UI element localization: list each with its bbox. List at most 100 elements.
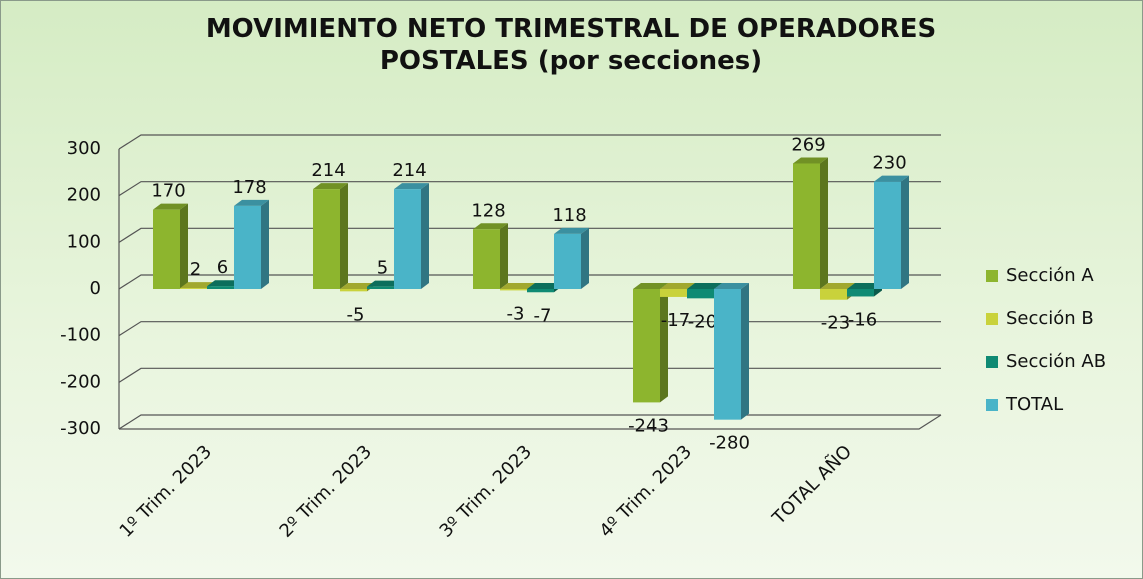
y-tick-label: 100 — [67, 231, 101, 252]
y-tick-label: 300 — [67, 138, 101, 159]
bar — [660, 289, 687, 297]
bar-top — [153, 203, 188, 210]
bar-side — [180, 203, 188, 289]
bar-top — [847, 283, 882, 289]
bar — [340, 289, 367, 292]
x-tick-label: 2º Trim. 2023 — [276, 441, 377, 542]
grid-line — [118, 414, 941, 430]
bar — [633, 289, 660, 403]
bar-top — [207, 280, 242, 287]
bar — [313, 189, 340, 289]
bar-side — [741, 283, 749, 420]
bar-top — [313, 183, 348, 190]
bar — [554, 233, 581, 289]
bar-top — [367, 280, 402, 287]
bar — [793, 163, 820, 289]
bar-side — [261, 199, 269, 289]
bar-top — [340, 283, 375, 289]
grid-line — [118, 321, 941, 337]
bar — [234, 205, 261, 289]
bar-side — [901, 175, 909, 289]
bar-top — [820, 283, 855, 289]
y-tick-label: 0 — [90, 278, 101, 299]
data-label: -280 — [709, 433, 750, 454]
bar-top — [180, 282, 215, 289]
bar-top — [714, 283, 749, 289]
bar-top — [687, 283, 722, 289]
x-tick-label: 3º Trim. 2023 — [436, 441, 537, 542]
bar-top — [394, 183, 429, 190]
data-label: -243 — [628, 415, 669, 436]
bar-top — [633, 283, 668, 289]
bar — [847, 289, 874, 297]
bar-top — [793, 157, 828, 164]
bar-top — [234, 199, 269, 206]
data-label: -5 — [347, 304, 365, 325]
bar — [153, 209, 180, 289]
data-label: 178 — [232, 177, 266, 198]
data-label: 128 — [471, 200, 505, 221]
x-tick-label: 1º Trim. 2023 — [116, 441, 217, 542]
bar-top — [554, 227, 589, 234]
grid-line — [118, 367, 941, 383]
legend-label: TOTAL — [1005, 394, 1063, 415]
y-tick-label: -300 — [60, 418, 101, 439]
bar — [874, 181, 901, 289]
y-tick-label: -200 — [60, 371, 101, 392]
data-label: -23 — [821, 313, 850, 334]
grid-line — [118, 274, 941, 290]
chart-title: MOVIMIENTO NETO TRIMESTRAL DE OPERADORES… — [205, 14, 937, 76]
legend-swatch — [986, 356, 998, 368]
bar — [473, 229, 500, 289]
legend-label: Sección AB — [1006, 351, 1106, 372]
bar — [687, 289, 714, 299]
bar-side — [500, 223, 508, 289]
data-label: -16 — [848, 309, 877, 330]
x-tick-label: TOTAL AÑO — [767, 441, 856, 530]
bar — [180, 288, 207, 289]
legend-label: Sección A — [1006, 265, 1094, 286]
bar-top — [527, 283, 562, 289]
bar-side — [581, 227, 589, 289]
bar — [714, 289, 741, 420]
bar — [394, 189, 421, 289]
legend-label: Sección B — [1006, 308, 1094, 329]
data-label: 214 — [311, 160, 345, 181]
data-label: 118 — [552, 205, 586, 226]
grid-line — [118, 134, 941, 150]
data-label: -20 — [688, 311, 717, 332]
bar-side — [660, 283, 668, 403]
y-tick-label: 200 — [67, 185, 101, 206]
data-label: 6 — [217, 257, 228, 278]
y-tick-label: -100 — [60, 325, 101, 346]
data-label: 230 — [872, 153, 906, 174]
legend-swatch — [986, 313, 998, 325]
data-label: -7 — [534, 305, 552, 326]
bar — [500, 289, 527, 291]
data-label: 5 — [377, 258, 388, 279]
bar-top — [500, 283, 535, 289]
grid-line — [118, 227, 941, 243]
bar-top — [874, 175, 909, 182]
bar-top — [473, 223, 508, 230]
data-label: 269 — [791, 134, 825, 155]
legend-swatch — [986, 399, 998, 411]
legend-swatch — [986, 270, 998, 282]
bar — [207, 286, 234, 289]
data-label: -17 — [661, 310, 690, 331]
floor-edge — [119, 414, 942, 430]
x-tick-label: 4º Trim. 2023 — [596, 441, 697, 542]
bar-side — [340, 183, 348, 289]
bar — [527, 289, 554, 293]
bar-side — [421, 183, 429, 289]
data-label: 170 — [151, 181, 185, 202]
bar — [367, 286, 394, 289]
data-label: 2 — [190, 259, 201, 280]
grid-line — [118, 181, 941, 197]
data-label: -3 — [507, 303, 525, 324]
bar-top — [660, 283, 695, 289]
bar — [820, 289, 847, 300]
data-label: 214 — [392, 160, 426, 181]
